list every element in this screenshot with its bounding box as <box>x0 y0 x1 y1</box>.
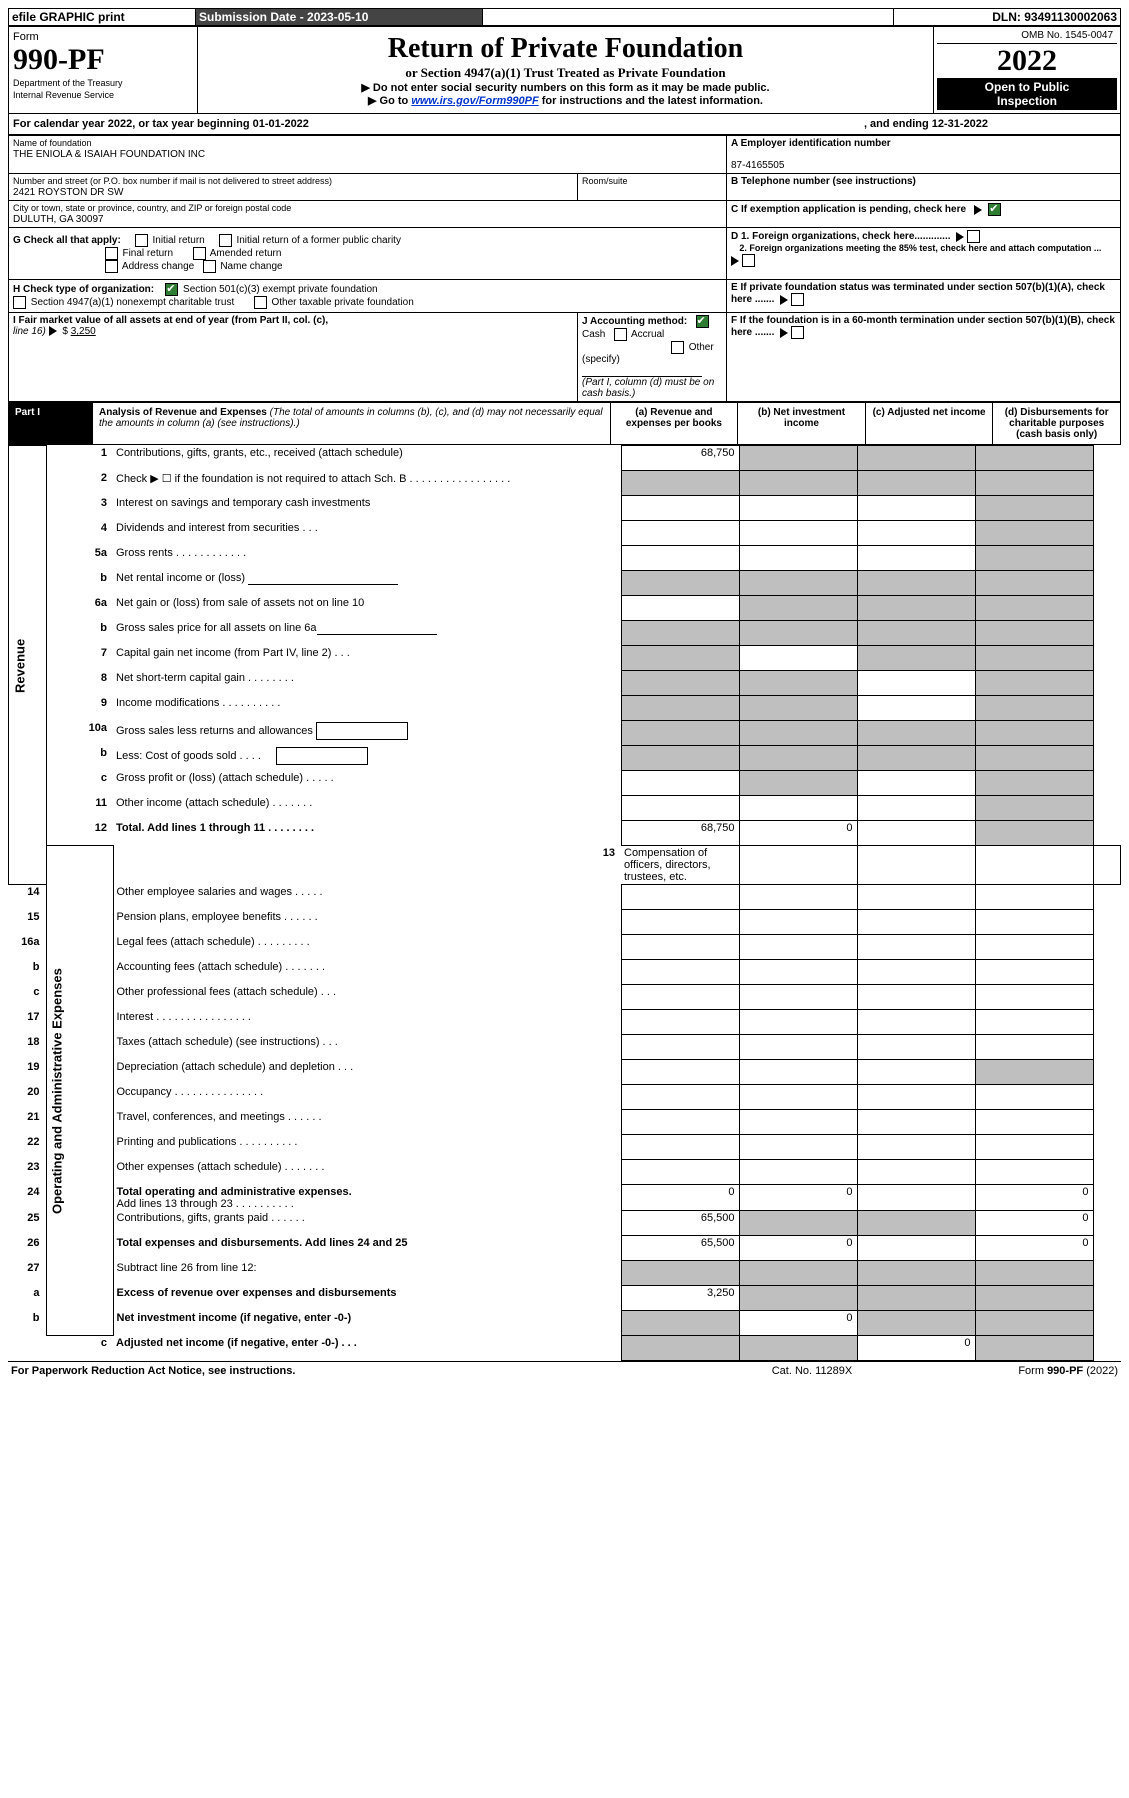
part1-header: Part I Analysis of Revenue and Expenses … <box>8 402 1121 445</box>
d1: D 1. Foreign organizations, check here..… <box>731 231 951 242</box>
tel-lbl: B Telephone number (see instructions) <box>731 176 916 187</box>
title: Return of Private Foundation <box>204 33 927 65</box>
h-4947-chk[interactable] <box>13 296 26 309</box>
submission-date: Submission Date - 2023-05-10 <box>196 9 483 26</box>
top-bar: efile GRAPHIC print Submission Date - 20… <box>8 8 1121 26</box>
city: DULUTH, GA 30097 <box>13 214 104 225</box>
ein: 87-4165505 <box>731 160 784 171</box>
g-final-chk[interactable] <box>105 247 118 260</box>
g-initial-former-chk[interactable] <box>219 234 232 247</box>
i-val: 3,250 <box>71 326 96 337</box>
e-chk[interactable] <box>791 293 804 306</box>
j-accrual: Accrual <box>631 329 664 340</box>
form-header: Form 990-PF Department of the Treasury I… <box>8 26 1121 114</box>
i-lbl: I Fair market value of all assets at end… <box>13 315 328 326</box>
omb: OMB No. 1545-0047 <box>937 28 1117 44</box>
j-cash-chk[interactable] <box>696 315 709 328</box>
footer: For Paperwork Reduction Act Notice, see … <box>8 1361 1121 1378</box>
g-initial: Initial return <box>153 235 205 246</box>
d2: 2. Foreign organizations meeting the 85%… <box>739 243 1101 253</box>
h-501: Section 501(c)(3) exempt private foundat… <box>183 284 378 295</box>
col-b: (b) Net investment income <box>738 403 866 445</box>
part1-label: Part I <box>9 403 93 445</box>
revenue-label: Revenue <box>9 446 47 885</box>
addr: 2421 ROYSTON DR SW <box>13 187 123 198</box>
note1: ▶ Do not enter social security numbers o… <box>204 81 927 94</box>
g-final: Final return <box>122 248 173 259</box>
g-name-chk[interactable] <box>203 260 216 273</box>
footer-left: For Paperwork Reduction Act Notice, see … <box>8 1362 709 1379</box>
j-other: Other (specify) <box>582 342 714 365</box>
year: 2022 <box>937 44 1117 78</box>
f-lbl: F If the foundation is in a 60-month ter… <box>731 315 1115 338</box>
cal: For calendar year 2022, or tax year begi… <box>13 118 309 130</box>
h-other-chk[interactable] <box>254 296 267 309</box>
d1-chk[interactable] <box>967 230 980 243</box>
efile-label: efile GRAPHIC print <box>9 9 196 26</box>
irs: Internal Revenue Service <box>13 90 114 100</box>
f-chk[interactable] <box>791 326 804 339</box>
info-block: Name of foundation THE ENIOLA & ISAIAH F… <box>8 135 1121 402</box>
part1-title: Analysis of Revenue and Expenses <box>99 407 267 418</box>
j-cash: Cash <box>582 329 605 340</box>
note2-post: for instructions and the latest informat… <box>539 95 763 107</box>
form-label: Form <box>13 31 39 43</box>
g-addr-chk[interactable] <box>105 260 118 273</box>
g-name: Name change <box>220 261 282 272</box>
ein-lbl: A Employer identification number <box>731 138 891 149</box>
insp: Inspection <box>997 94 1057 108</box>
h-other: Other taxable private foundation <box>271 297 413 308</box>
h-4947: Section 4947(a)(1) nonexempt charitable … <box>31 297 234 308</box>
j-note: (Part I, column (d) must be on cash basi… <box>582 377 714 399</box>
expenses-label: Operating and Administrative Expenses <box>46 846 113 1336</box>
city-lbl: City or town, state or province, country… <box>13 203 291 213</box>
j-accrual-chk[interactable] <box>614 328 627 341</box>
room-lbl: Room/suite <box>582 176 628 186</box>
i-line: line 16) <box>13 326 46 337</box>
addr-lbl: Number and street (or P.O. box number if… <box>13 176 332 186</box>
c-checkbox[interactable] <box>988 203 1001 216</box>
h-501-chk[interactable] <box>165 283 178 296</box>
form-number: 990-PF <box>13 43 105 76</box>
g-initial-former: Initial return of a former public charit… <box>236 235 401 246</box>
foundation-name: THE ENIOLA & ISAIAH FOUNDATION INC <box>13 149 205 160</box>
col-c: (c) Adjusted net income <box>865 403 993 445</box>
note2-link[interactable]: www.irs.gov/Form990PF <box>411 95 538 107</box>
subtitle: or Section 4947(a)(1) Trust Treated as P… <box>204 65 927 81</box>
g-initial-chk[interactable] <box>135 234 148 247</box>
g-amended: Amended return <box>210 248 282 259</box>
g-amended-chk[interactable] <box>193 247 206 260</box>
open: Open to Public <box>985 80 1070 94</box>
g-lbl: G Check all that apply: <box>13 235 121 246</box>
j-lbl: J Accounting method: <box>582 316 687 327</box>
cal-end: , and ending 12-31-2022 <box>864 118 988 130</box>
col-d: (d) Disbursements for charitable purpose… <box>993 403 1121 445</box>
col-a: (a) Revenue and expenses per books <box>610 403 738 445</box>
dept: Department of the Treasury <box>13 78 123 88</box>
part1-grid: Revenue 1Contributions, gifts, grants, e… <box>8 445 1121 1361</box>
d2-chk[interactable] <box>742 254 755 267</box>
c-lbl: C If exemption application is pending, c… <box>731 204 966 215</box>
name-lbl: Name of foundation <box>13 138 92 148</box>
footer-cat: Cat. No. 11289X <box>709 1362 915 1379</box>
dln: DLN: 93491130002063 <box>894 9 1121 26</box>
note2-pre: ▶ Go to <box>368 95 411 107</box>
j-other-chk[interactable] <box>671 341 684 354</box>
h-lbl: H Check type of organization: <box>13 284 154 295</box>
g-addr: Address change <box>122 261 194 272</box>
